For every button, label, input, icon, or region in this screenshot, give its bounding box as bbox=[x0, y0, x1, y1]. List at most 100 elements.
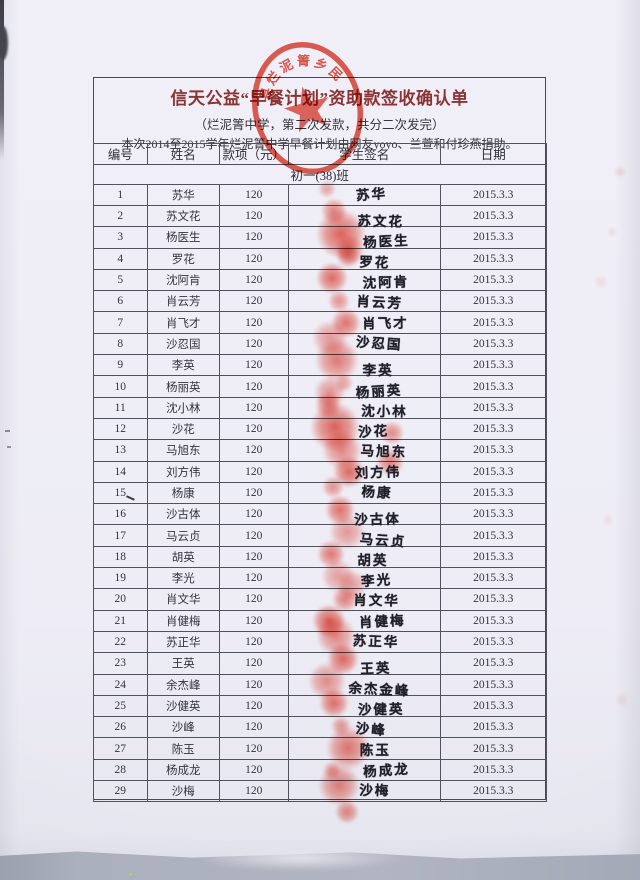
date-value: 2015.3.3 bbox=[439, 247, 547, 270]
handwritten-signature: 苏华 bbox=[355, 185, 388, 203]
row-number: 16 bbox=[92, 503, 148, 526]
scan-edge-blotch bbox=[0, 26, 8, 60]
table-row: 12 沙花 120 沙花 2015.3.3 bbox=[92, 417, 547, 441]
amount-value: 120 bbox=[218, 716, 289, 739]
handwritten-signature: 肖健梅 bbox=[358, 612, 407, 630]
student-name: 沙健英 bbox=[146, 694, 220, 718]
student-name: 杨丽英 bbox=[146, 375, 220, 398]
form: 信天公益“早餐计划”资助款签收确认单 （烂泥箐中学，第二次发款，共分二次发完） … bbox=[92, 77, 547, 803]
col-header-signature: 学生签名 bbox=[287, 142, 441, 165]
table-row: 3 杨医生 120 杨医生 2015.3.3 bbox=[92, 226, 547, 251]
table-row: 23 王英 120 王英 2015.3.3 bbox=[92, 652, 547, 677]
row-number: 5 bbox=[92, 268, 148, 292]
student-name: 胡英 bbox=[146, 545, 220, 569]
signature-cell: 罗花 bbox=[287, 247, 441, 270]
form-subtitle: （烂泥箐中学，第二次发款，共分二次发完） bbox=[194, 118, 445, 132]
date-value: 2015.3.3 bbox=[439, 183, 547, 206]
handwritten-signature: 沙古体 bbox=[354, 511, 402, 528]
handwritten-signature: 苏文花 bbox=[357, 213, 405, 230]
row-number: 29 bbox=[92, 779, 148, 803]
date-value: 2015.3.3 bbox=[439, 268, 547, 292]
student-name: 苏文花 bbox=[146, 204, 220, 228]
table-row: 1 苏华 120 苏华 2015.3.3 bbox=[92, 183, 547, 206]
header-row: 编号 姓名 款项（元） 学生签名 日期 bbox=[92, 142, 547, 165]
row-number: 1 bbox=[92, 183, 148, 206]
student-name: 余杰峰 bbox=[146, 673, 220, 696]
amount-value: 120 bbox=[218, 332, 289, 356]
table-row: 11 沈小林 120 沈小林 2015.3.3 bbox=[92, 396, 547, 420]
signature-cell: 沙峰 bbox=[287, 716, 441, 739]
table-row: 5 沈阿肯 120 沈阿肯 2015.3.3 bbox=[92, 268, 547, 292]
handwritten-signature: 刘方伟 bbox=[354, 463, 402, 481]
row-number: 21 bbox=[92, 609, 148, 632]
row-number: 24 bbox=[92, 673, 148, 696]
student-name: 杨康 bbox=[146, 481, 220, 505]
table-row: 7 肖飞才 120 肖飞才 2015.3.3 bbox=[92, 311, 547, 334]
paper-speck bbox=[129, 873, 132, 876]
student-name: 杨成龙 bbox=[146, 758, 220, 782]
student-name: 沙峰 bbox=[146, 716, 220, 739]
row-number: 20 bbox=[92, 588, 148, 611]
handwritten-signature: 沙健英 bbox=[358, 701, 405, 718]
signature-cell: 李英 bbox=[287, 354, 441, 379]
row-number: 12 bbox=[92, 417, 148, 441]
date-value: 2015.3.3 bbox=[439, 332, 547, 356]
table-row: 2 苏文花 120 苏文花 2015.3.3 bbox=[92, 204, 547, 230]
table-row: 29 沙梅 120 沙梅 2015.3.3 bbox=[92, 779, 547, 803]
table-row: 28 杨成龙 120 杨成龙 2015.3.3 bbox=[92, 758, 547, 782]
student-name: 沙梅 bbox=[146, 779, 220, 803]
signature-cell: 杨医生 bbox=[287, 226, 441, 251]
date-value: 2015.3.3 bbox=[439, 737, 547, 760]
paper-speck bbox=[5, 430, 10, 432]
row-number: 27 bbox=[92, 737, 148, 760]
table-row: 25 沙健英 120 沙健英 2015.3.3 bbox=[92, 694, 547, 718]
table-row: 26 沙峰 120 沙峰 2015.3.3 bbox=[92, 716, 547, 739]
handwritten-signature: 李光 bbox=[360, 572, 393, 590]
signature-cell: 沙健英 bbox=[287, 694, 441, 718]
date-value: 2015.3.3 bbox=[439, 716, 547, 739]
date-value: 2015.3.3 bbox=[439, 503, 547, 526]
date-value: 2015.3.3 bbox=[439, 588, 547, 611]
amount-value: 120 bbox=[218, 567, 289, 590]
student-name: 马旭东 bbox=[146, 439, 220, 462]
col-header-number: 编号 bbox=[92, 142, 148, 165]
amount-value: 120 bbox=[218, 247, 289, 270]
row-number: 4 bbox=[92, 247, 148, 270]
col-header-amount: 款项（元） bbox=[218, 142, 289, 165]
handwritten-signature: 沙梅 bbox=[359, 782, 391, 799]
table-row: 19 李光 120 李光 2015.3.3 bbox=[92, 567, 547, 590]
handwritten-signature: 李英 bbox=[362, 363, 394, 379]
signature-cell: 余杰金峰 bbox=[287, 673, 441, 698]
amount-value: 120 bbox=[218, 439, 289, 462]
handwritten-signature: 王英 bbox=[360, 660, 392, 677]
signature-cell: 沈小林 bbox=[287, 396, 441, 420]
amount-value: 120 bbox=[218, 481, 289, 505]
amount-value: 120 bbox=[218, 460, 289, 483]
signature-cell: 沈阿肯 bbox=[287, 268, 441, 292]
row-number: 2 bbox=[92, 204, 148, 228]
handwritten-signature: 沙忍国 bbox=[355, 334, 404, 353]
class-label: 初一(38)班 bbox=[92, 163, 547, 185]
signature-cell: 杨康 bbox=[287, 481, 441, 505]
row-number: 11 bbox=[92, 396, 148, 419]
paper-speck bbox=[7, 446, 11, 448]
signature-cell: 马云贞 bbox=[287, 524, 441, 549]
table-row: 17 马云贞 120 马云贞 2015.3.3 bbox=[92, 524, 547, 549]
student-name: 罗花 bbox=[146, 247, 220, 270]
amount-value: 120 bbox=[218, 758, 289, 782]
row-number: 26 bbox=[92, 716, 148, 739]
handwritten-signature: 沈小林 bbox=[361, 403, 409, 420]
handwritten-signature: 杨丽英 bbox=[355, 381, 403, 401]
signature-cell: 陈玉 bbox=[287, 737, 441, 760]
student-name: 苏华 bbox=[146, 183, 220, 206]
date-value: 2015.3.3 bbox=[439, 673, 547, 696]
row-number: 3 bbox=[92, 226, 148, 249]
date-value: 2015.3.3 bbox=[439, 460, 547, 483]
handwritten-signature: 沙峰 bbox=[355, 721, 388, 739]
row-number: 22 bbox=[92, 630, 148, 654]
row-number: 8 bbox=[92, 332, 148, 356]
table-row: 22 苏正华 120 苏正华 2015.3.3 bbox=[92, 630, 547, 654]
signature-cell: 李光 bbox=[287, 567, 441, 590]
amount-value: 120 bbox=[218, 588, 289, 611]
table-row: 8 沙忍国 120 沙忍国 2015.3.3 bbox=[92, 332, 547, 356]
